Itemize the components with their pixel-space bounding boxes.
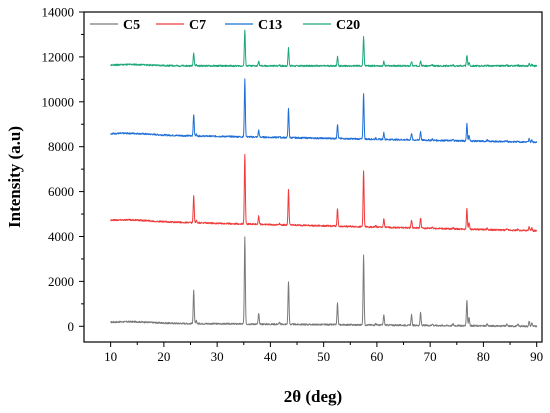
x-tick-label-20: 20 <box>157 349 170 364</box>
y-tick-label-2000: 2000 <box>48 274 74 289</box>
y-axis: 0 2000 4000 6000 8000 10000 12000 14000 <box>42 5 84 334</box>
x-axis: 10 20 30 40 50 60 70 80 90 <box>104 342 543 364</box>
x-tick-label-30: 30 <box>211 349 224 364</box>
y-tick-label-14000: 14000 <box>42 5 75 20</box>
legend-label-c5: C5 <box>123 18 140 33</box>
series-layer <box>110 29 538 328</box>
x-tick-label-90: 90 <box>530 349 543 364</box>
y-tick-label-4000: 4000 <box>48 229 74 244</box>
x-tick-label-40: 40 <box>264 349 277 364</box>
series-line-c20 <box>110 29 538 68</box>
y-axis-title: Intensity (a.u) <box>5 126 24 228</box>
y-tick-label-10000: 10000 <box>42 94 75 109</box>
series-line-c13 <box>110 78 538 144</box>
y-tick-label-12000: 12000 <box>42 49 75 64</box>
x-tick-label-50: 50 <box>317 349 330 364</box>
x-axis-title: 2θ (deg) <box>284 387 342 406</box>
series-line-c5 <box>110 236 538 328</box>
x-tick-label-70: 70 <box>424 349 437 364</box>
y-tick-label-6000: 6000 <box>48 184 74 199</box>
x-tick-label-10: 10 <box>104 349 117 364</box>
series-line-c7 <box>110 153 538 233</box>
y-tick-label-8000: 8000 <box>48 139 74 154</box>
x-tick-label-80: 80 <box>477 349 490 364</box>
y-tick-label-0: 0 <box>68 319 75 334</box>
legend-label-c7: C7 <box>189 18 206 33</box>
legend-label-c20: C20 <box>336 18 360 33</box>
legend: C5 C7 C13 C20 <box>90 18 360 33</box>
legend-label-c13: C13 <box>258 18 282 33</box>
plot-area <box>83 11 543 343</box>
x-tick-label-60: 60 <box>370 349 383 364</box>
